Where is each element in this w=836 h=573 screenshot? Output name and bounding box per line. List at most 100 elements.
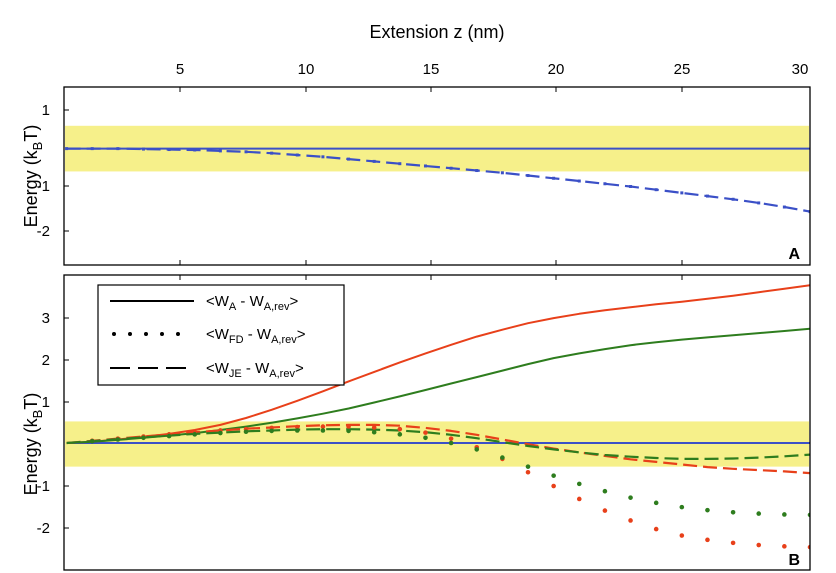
- data-point: [243, 429, 249, 435]
- data-point: [679, 533, 685, 538]
- legend-entry-suffix: >: [289, 293, 298, 310]
- data-point: [730, 509, 736, 515]
- data-point: [371, 429, 377, 435]
- data-point: [679, 504, 685, 510]
- y-tick-label: -1: [37, 478, 50, 495]
- data-point: [398, 162, 402, 166]
- data-point: [705, 537, 710, 543]
- legend-entry-sub: A: [229, 301, 237, 313]
- x-tick-labels: 5 10 15 20 25 30: [176, 61, 809, 78]
- data-point: [628, 518, 633, 523]
- data-point: [526, 174, 530, 178]
- data-point: [448, 436, 454, 441]
- y-axis-title-main: Energy (k: [21, 417, 41, 495]
- data-point: [423, 164, 427, 168]
- data-point: [705, 507, 710, 513]
- data-point: [321, 155, 325, 159]
- data-point: [346, 428, 351, 434]
- y-tick-label: 1: [42, 394, 50, 411]
- data-point: [192, 432, 198, 437]
- data-point: [347, 157, 351, 161]
- panel-b-ticks: [64, 275, 683, 529]
- data-point: [653, 500, 659, 506]
- y-axis-title-sub: B: [30, 410, 45, 419]
- data-point: [294, 424, 300, 430]
- data-point: [577, 179, 581, 183]
- panel-a-frame: [63, 86, 811, 266]
- legend-entry-suffix: >: [297, 326, 306, 343]
- legend-entry-wje: <WJE - WA,rev>: [206, 360, 304, 380]
- data-point: [90, 147, 94, 151]
- data-point: [730, 540, 736, 546]
- data-point: [116, 147, 120, 151]
- data-point: [475, 169, 479, 173]
- x-tick-label: 25: [674, 61, 691, 78]
- data-point: [525, 469, 531, 475]
- y-axis-title-sub: B: [30, 142, 45, 151]
- legend-entry-mid: - W: [244, 326, 272, 343]
- legend-entry-prefix: <W: [206, 326, 230, 343]
- data-point: [346, 424, 351, 429]
- data-point: [371, 425, 377, 430]
- y-tick-label: -2: [37, 520, 50, 537]
- series-line: [66, 284, 810, 444]
- y-tick-label: 1: [42, 102, 50, 119]
- legend-entry-prefix: <W: [206, 360, 230, 377]
- y-axis-title-end: T): [21, 393, 41, 410]
- data-point: [551, 483, 556, 489]
- data-point: [551, 473, 556, 478]
- data-point: [141, 435, 146, 441]
- legend-entry-sub: FD: [229, 334, 244, 346]
- x-axis-title: Extension z (nm): [369, 22, 504, 42]
- legend-entry-sub: A,rev: [269, 368, 295, 380]
- data-point: [166, 433, 172, 439]
- y-axis-title-end: T): [21, 125, 41, 142]
- legend-entry-sub: A,rev: [264, 301, 290, 313]
- data-point: [705, 194, 709, 198]
- y-tick-label: -2: [37, 223, 50, 240]
- panel-a-y-axis-title: Energy (kBT): [21, 125, 45, 228]
- data-point: [218, 149, 222, 153]
- data-point: [757, 201, 761, 205]
- x-tick-label: 30: [792, 61, 809, 78]
- data-point: [320, 428, 326, 433]
- x-tick-label: 5: [176, 61, 184, 78]
- data-point: [756, 542, 762, 548]
- series-line-dashed: [66, 428, 810, 460]
- data-point: [603, 182, 607, 186]
- legend-entry-sub: JE: [229, 368, 242, 380]
- y-tick-label: -1: [37, 178, 50, 195]
- data-point: [270, 151, 274, 155]
- panel-a-ticks: [64, 87, 683, 265]
- data-point: [269, 428, 274, 434]
- data-point: [576, 496, 582, 502]
- data-point: [167, 148, 171, 152]
- panel-b-y-axis-title: Energy (kBT): [21, 393, 45, 496]
- data-point: [141, 147, 145, 151]
- data-point: [756, 511, 762, 516]
- data-point: [525, 464, 531, 469]
- data-point: [294, 428, 300, 433]
- data-point: [782, 512, 787, 517]
- data-point: [576, 481, 582, 487]
- data-point: [653, 526, 659, 532]
- data-point: [628, 495, 633, 500]
- data-point: [397, 426, 403, 432]
- panel-a: 1 -1 -2 Energy (kBT) A: [21, 86, 811, 266]
- data-point: [397, 432, 403, 437]
- data-point: [680, 191, 684, 195]
- data-point: [782, 544, 787, 549]
- x-tick-label: 20: [548, 61, 565, 78]
- legend: <WA - WA,rev> <WFD - WA,rev> <WJE - WA,r…: [97, 284, 345, 386]
- data-point: [295, 153, 299, 157]
- legend-entry-sub: A,rev: [271, 334, 297, 346]
- panel-a-letter: A: [788, 246, 800, 263]
- data-point: [115, 437, 121, 442]
- x-tick-label: 15: [423, 61, 440, 78]
- legend-entry-prefix: <W: [206, 293, 230, 310]
- data-point: [193, 148, 197, 152]
- data-point: [448, 440, 454, 446]
- data-point: [731, 197, 735, 201]
- data-point: [372, 159, 376, 163]
- data-point: [808, 210, 810, 214]
